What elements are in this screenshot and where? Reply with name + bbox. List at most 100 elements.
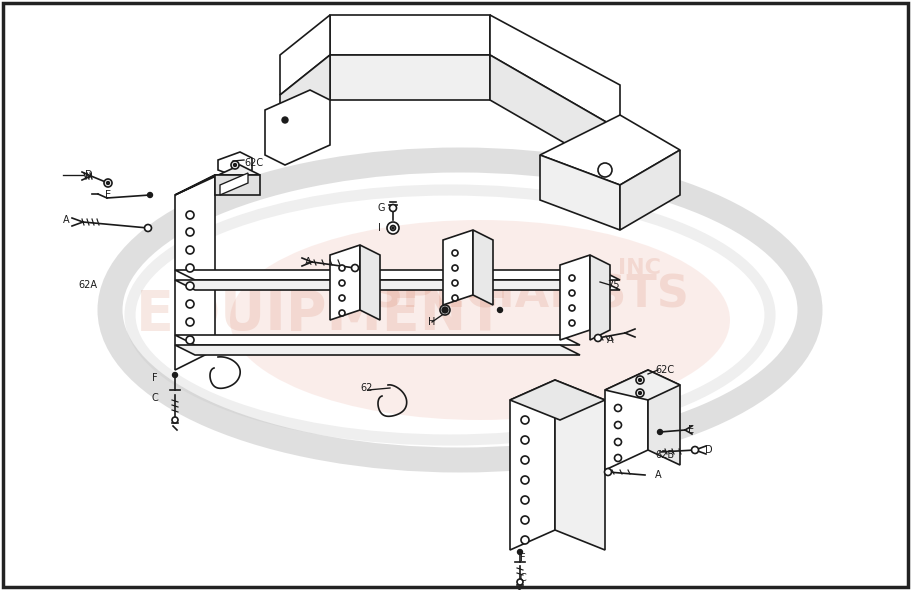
Text: E: E xyxy=(688,425,694,435)
Circle shape xyxy=(442,307,448,313)
Polygon shape xyxy=(648,370,680,465)
Circle shape xyxy=(569,305,575,311)
Circle shape xyxy=(452,295,458,301)
Polygon shape xyxy=(215,175,260,195)
Text: EQUIPMENT: EQUIPMENT xyxy=(136,288,505,342)
Circle shape xyxy=(658,430,662,434)
Circle shape xyxy=(691,447,699,454)
Polygon shape xyxy=(360,245,380,320)
Circle shape xyxy=(615,438,621,445)
Text: 62A: 62A xyxy=(78,280,97,290)
Text: A: A xyxy=(305,257,312,267)
Text: G: G xyxy=(378,203,385,213)
Circle shape xyxy=(392,227,394,229)
Polygon shape xyxy=(175,345,580,355)
Circle shape xyxy=(172,372,178,378)
Circle shape xyxy=(521,436,529,444)
Polygon shape xyxy=(605,370,648,470)
Text: 75: 75 xyxy=(607,280,619,290)
Text: D: D xyxy=(85,170,93,180)
Circle shape xyxy=(186,318,194,326)
Circle shape xyxy=(186,300,194,308)
Circle shape xyxy=(339,280,345,286)
Circle shape xyxy=(639,379,641,382)
Circle shape xyxy=(391,225,395,231)
Polygon shape xyxy=(218,152,252,178)
Text: 62: 62 xyxy=(360,383,373,393)
Circle shape xyxy=(339,295,345,301)
Polygon shape xyxy=(443,230,473,305)
Circle shape xyxy=(595,335,601,342)
Circle shape xyxy=(569,290,575,296)
Polygon shape xyxy=(175,335,580,345)
Circle shape xyxy=(148,192,152,198)
Circle shape xyxy=(521,476,529,484)
Circle shape xyxy=(517,579,523,585)
Circle shape xyxy=(521,416,529,424)
Text: H: H xyxy=(428,317,435,327)
Circle shape xyxy=(615,421,621,428)
Circle shape xyxy=(339,310,345,316)
Text: D: D xyxy=(705,445,712,455)
Text: 62C: 62C xyxy=(244,158,263,168)
Circle shape xyxy=(186,228,194,236)
Circle shape xyxy=(233,163,237,166)
Text: E: E xyxy=(105,190,111,200)
Polygon shape xyxy=(555,380,605,550)
Polygon shape xyxy=(560,255,590,340)
Text: F: F xyxy=(152,373,158,383)
Circle shape xyxy=(390,205,396,211)
Text: A: A xyxy=(607,335,614,345)
Circle shape xyxy=(231,161,239,169)
Circle shape xyxy=(569,320,575,326)
Circle shape xyxy=(443,308,447,312)
Polygon shape xyxy=(490,55,620,175)
Polygon shape xyxy=(490,15,620,130)
Circle shape xyxy=(282,117,288,123)
Circle shape xyxy=(452,250,458,256)
Circle shape xyxy=(452,265,458,271)
Circle shape xyxy=(636,389,644,397)
Text: 62C: 62C xyxy=(655,365,674,375)
Text: A: A xyxy=(63,215,69,225)
Text: INC: INC xyxy=(619,258,661,278)
Circle shape xyxy=(615,454,621,461)
Polygon shape xyxy=(620,150,680,230)
Text: 62B: 62B xyxy=(655,450,674,460)
Polygon shape xyxy=(280,55,330,140)
Circle shape xyxy=(636,376,644,384)
Text: SPECIALISTS: SPECIALISTS xyxy=(371,274,690,316)
Text: C: C xyxy=(520,573,527,583)
Text: F: F xyxy=(520,553,526,563)
Circle shape xyxy=(352,264,359,271)
Polygon shape xyxy=(473,230,493,305)
Polygon shape xyxy=(280,15,330,95)
Polygon shape xyxy=(510,380,605,420)
Polygon shape xyxy=(175,280,620,290)
Circle shape xyxy=(186,211,194,219)
Circle shape xyxy=(387,222,399,234)
Polygon shape xyxy=(220,173,248,195)
Polygon shape xyxy=(175,165,260,195)
Circle shape xyxy=(107,182,109,185)
Circle shape xyxy=(639,392,641,395)
Circle shape xyxy=(598,163,612,177)
Circle shape xyxy=(104,179,112,187)
Polygon shape xyxy=(540,115,680,185)
Circle shape xyxy=(497,307,503,313)
Circle shape xyxy=(605,468,611,476)
Polygon shape xyxy=(605,370,680,400)
Circle shape xyxy=(615,405,621,411)
Polygon shape xyxy=(330,15,490,55)
Polygon shape xyxy=(175,175,215,370)
Circle shape xyxy=(186,264,194,272)
Circle shape xyxy=(452,280,458,286)
Text: A: A xyxy=(655,470,661,480)
Circle shape xyxy=(172,417,178,423)
Polygon shape xyxy=(590,255,610,340)
Polygon shape xyxy=(330,55,490,100)
Circle shape xyxy=(521,516,529,524)
Circle shape xyxy=(521,496,529,504)
Circle shape xyxy=(521,456,529,464)
Text: I: I xyxy=(378,223,381,233)
